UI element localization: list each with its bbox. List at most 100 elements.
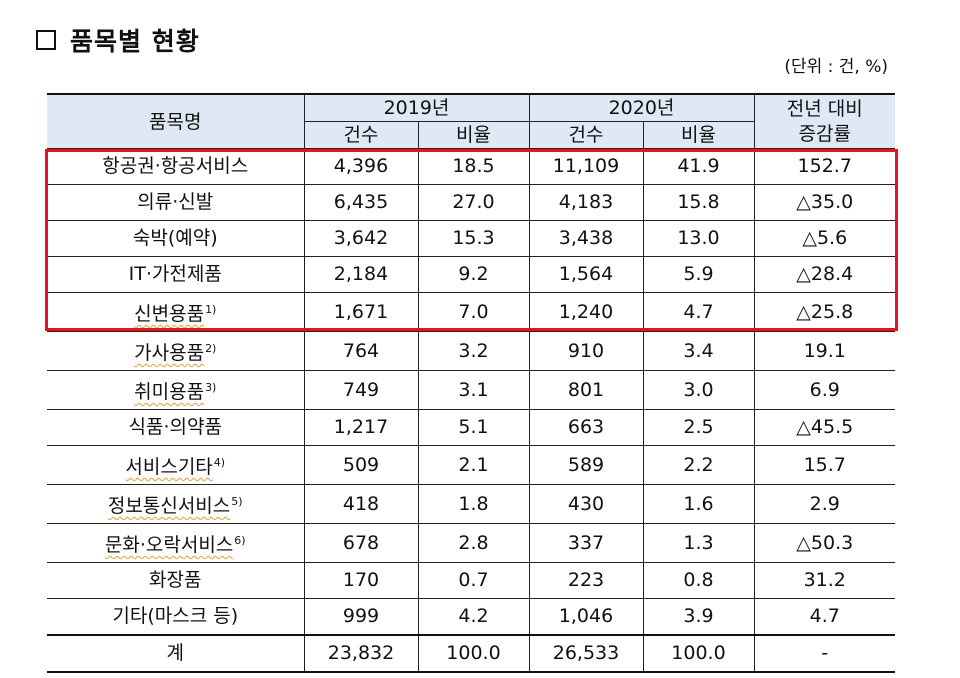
count-2019-cell: 1,671 [303, 292, 419, 332]
ratio-2019-cell: 2.1 [417, 445, 530, 485]
count-2019-cell: 749 [303, 370, 419, 410]
count-2019-cell: 764 [303, 331, 419, 371]
count-2020-cell: 801 [528, 370, 644, 410]
ratio-2020-cell: 3.4 [642, 331, 755, 371]
count-2019-cell: 6,435 [303, 184, 419, 221]
ratio-2019-cell: 27.0 [417, 184, 530, 221]
item-name-cell: IT·가전제품 [47, 256, 305, 293]
item-name: 기타(마스크 등) [112, 605, 239, 627]
item-name: 항공권·항공서비스 [102, 155, 249, 177]
header-2019: 2019년 [303, 93, 530, 122]
ratio-2020-cell: 41.9 [642, 148, 755, 185]
count-2020-cell: 663 [528, 409, 644, 446]
footnote-marker: 6) [234, 534, 246, 547]
change-rate-cell: 31.2 [753, 562, 895, 599]
total-row: 계 23,832 100.0 26,533 100.0- [47, 634, 895, 673]
ratio-2019-cell: 0.7 [417, 562, 530, 599]
count-2020-cell: 910 [528, 331, 644, 371]
item-name-cell: 의류·신발 [47, 184, 305, 221]
count-2019-cell: 1,217 [303, 409, 419, 446]
total-label: 계 [47, 634, 305, 673]
table-row: 식품·의약품 1,217 5.1 663 2.5 △45.5 [47, 409, 895, 446]
change-rate-cell: △45.5 [753, 409, 895, 446]
change-rate-cell: 6.9 [753, 370, 895, 410]
ratio-2020-cell: 3.0 [642, 370, 755, 410]
ratio-2019-cell: 5.1 [417, 409, 530, 446]
total-count-2020: 26,533 [528, 634, 644, 673]
table-row: 항공권·항공서비스 4,396 18.5 11,109 41.9 152.7 [47, 148, 895, 185]
count-2020-cell: 589 [528, 445, 644, 485]
ratio-2020-cell: 5.9 [642, 256, 755, 293]
count-2019-cell: 418 [303, 484, 419, 524]
total-change-rate: - [753, 634, 895, 673]
count-2019-cell: 999 [303, 598, 419, 636]
count-2020-cell: 1,046 [528, 598, 644, 636]
item-name-cell: 기타(마스크 등) [47, 598, 305, 636]
item-name: 서비스기타 [125, 456, 213, 478]
count-2020-cell: 1,240 [528, 292, 644, 332]
item-name-cell: 신변용품1) [47, 292, 305, 332]
change-rate-cell: △50.3 [753, 523, 895, 563]
ratio-2019-cell: 2.8 [417, 523, 530, 563]
section-title: 품목별 현황 [36, 22, 200, 58]
ratio-2019-cell: 3.1 [417, 370, 530, 410]
change-rate-cell: 2.9 [753, 484, 895, 524]
change-rate-cell: △5.6 [753, 220, 895, 257]
item-name-cell: 정보통신서비스5) [47, 484, 305, 524]
count-2019-cell: 3,642 [303, 220, 419, 257]
ratio-2019-cell: 9.2 [417, 256, 530, 293]
change-rate-cell: △28.4 [753, 256, 895, 293]
count-2020-cell: 430 [528, 484, 644, 524]
header-2020: 2020년 [528, 93, 755, 122]
change-rate-cell: △25.8 [753, 292, 895, 332]
count-2020-cell: 1,564 [528, 256, 644, 293]
change-rate-cell: 15.7 [753, 445, 895, 485]
item-name: 신변용품 [134, 303, 205, 325]
ratio-2020-cell: 3.9 [642, 598, 755, 636]
ratio-2020-cell: 2.5 [642, 409, 755, 446]
item-name-cell: 식품·의약품 [47, 409, 305, 446]
count-2020-cell: 4,183 [528, 184, 644, 221]
item-name: 화장품 [149, 569, 202, 591]
ratio-2020-cell: 0.8 [642, 562, 755, 599]
table-row: 숙박(예약) 3,642 15.3 3,438 13.0 △5.6 [47, 220, 895, 257]
item-name-cell: 서비스기타4) [47, 445, 305, 485]
table-row: 화장품 170 0.7 223 0.8 31.2 [47, 562, 895, 599]
square-bullet-icon [36, 30, 56, 50]
item-name-cell: 취미용품3) [47, 370, 305, 410]
table-row: 의류·신발 6,435 27.0 4,183 15.8 △35.0 [47, 184, 895, 221]
ratio-2020-cell: 2.2 [642, 445, 755, 485]
footnote-marker: 1) [205, 303, 217, 316]
header-change: 전년 대비 증감률 [753, 93, 895, 149]
item-name: 가사용품 [134, 342, 205, 364]
count-2020-cell: 11,109 [528, 148, 644, 185]
item-name-cell: 숙박(예약) [47, 220, 305, 257]
item-name: 취미용품 [134, 381, 205, 403]
table-row: 가사용품2) 764 3.2 910 3.4 19.1 [47, 331, 895, 371]
ratio-2019-cell: 1.8 [417, 484, 530, 524]
item-name: 숙박(예약) [132, 227, 218, 249]
header-2020-ratio: 비율 [642, 121, 754, 149]
ratio-2020-cell: 4.7 [642, 292, 755, 332]
count-2019-cell: 509 [303, 445, 419, 485]
item-name: 식품·의약품 [128, 416, 222, 438]
count-2019-cell: 2,184 [303, 256, 419, 293]
footnote-marker: 4) [213, 456, 226, 469]
unit-note: (단위 : 건, %) [784, 57, 888, 77]
ratio-2020-cell: 1.6 [642, 484, 755, 524]
table-row: 문화·오락서비스6) 678 2.8 337 1.3 △50.3 [47, 523, 895, 563]
header-2020-count: 건수 [528, 121, 644, 149]
ratio-2019-cell: 7.0 [417, 292, 530, 332]
item-name: 의류·신발 [137, 191, 214, 213]
table-row: 기타(마스크 등) 999 4.2 1,046 3.9 4.7 [47, 598, 895, 636]
change-rate-cell: 4.7 [753, 598, 895, 636]
footnote-marker: 2) [205, 342, 217, 355]
item-name-cell: 항공권·항공서비스 [47, 148, 305, 185]
ratio-2019-cell: 4.2 [417, 598, 530, 636]
section-title-text: 품목별 현황 [70, 27, 200, 56]
ratio-2019-cell: 18.5 [417, 148, 530, 185]
table-row: 신변용품1) 1,671 7.0 1,240 4.7 △25.8 [47, 292, 895, 332]
change-rate-cell: 152.7 [753, 148, 895, 185]
table-row: 정보통신서비스5) 418 1.8 430 1.6 2.9 [47, 484, 895, 524]
header-change-line2: 증감률 [798, 122, 851, 145]
